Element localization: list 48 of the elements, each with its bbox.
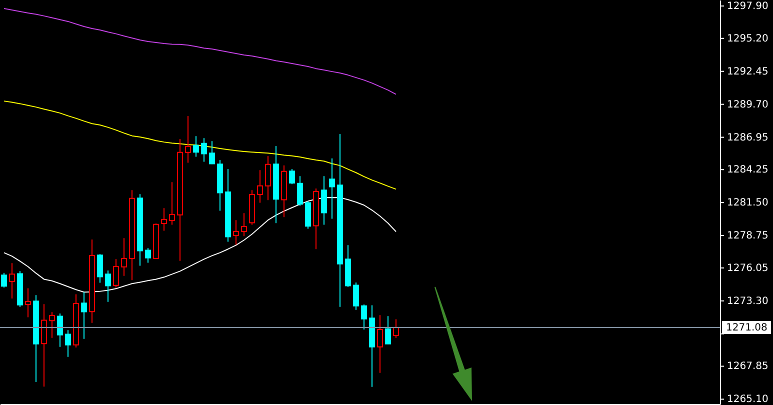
candlestick <box>121 238 127 276</box>
y-tick-label: 1276.05 <box>727 262 768 274</box>
y-tick-label: 1267.85 <box>727 361 768 372</box>
candlestick <box>297 176 303 206</box>
candlestick <box>265 156 271 201</box>
candlestick <box>257 170 263 204</box>
candlestick <box>329 158 335 220</box>
candlestick <box>193 136 199 158</box>
candlestick <box>209 140 215 165</box>
line-series <box>4 100 396 190</box>
y-tick-label: 1265.10 <box>727 394 768 405</box>
candlestick <box>201 138 207 162</box>
candlestick <box>113 258 119 288</box>
y-tick-label: 1295.20 <box>727 33 768 44</box>
candlestick <box>145 248 151 264</box>
candlestick <box>385 316 391 345</box>
y-tick-label: 1273.30 <box>727 296 768 307</box>
candlestick <box>233 220 239 246</box>
y-tick-label: 1286.95 <box>727 132 768 144</box>
candlestick <box>353 282 359 310</box>
candlestick <box>97 254 103 284</box>
candlestick <box>393 318 399 338</box>
candlestick <box>25 288 31 318</box>
y-tick-label: 1292.45 <box>727 66 768 78</box>
candlestick <box>9 262 15 300</box>
candlestick <box>241 212 247 237</box>
y-tick-label: 1289.70 <box>727 99 768 110</box>
candlestick <box>57 312 63 348</box>
y-tick-label: 1278.75 <box>727 230 768 242</box>
y-tick-label: 1281.50 <box>727 198 768 209</box>
candlestick <box>289 168 295 185</box>
y-tick-label: 1284.25 <box>727 164 768 176</box>
candlestick <box>105 270 111 302</box>
candlestick <box>377 314 383 374</box>
candlestick <box>169 182 175 226</box>
line-series <box>4 8 396 95</box>
candlestick <box>1 272 7 288</box>
candlestick <box>65 330 71 358</box>
candlestick <box>49 312 55 338</box>
candlestick <box>41 304 47 388</box>
candlestick <box>185 116 191 164</box>
candlestick <box>305 200 311 230</box>
candlestick <box>321 176 327 226</box>
candlestick <box>361 304 367 330</box>
ref-line-label: 1271.08 <box>726 322 768 334</box>
candlestick <box>81 292 87 340</box>
y-tick-label: 1297.90 <box>727 0 768 12</box>
candlestick <box>161 208 167 232</box>
